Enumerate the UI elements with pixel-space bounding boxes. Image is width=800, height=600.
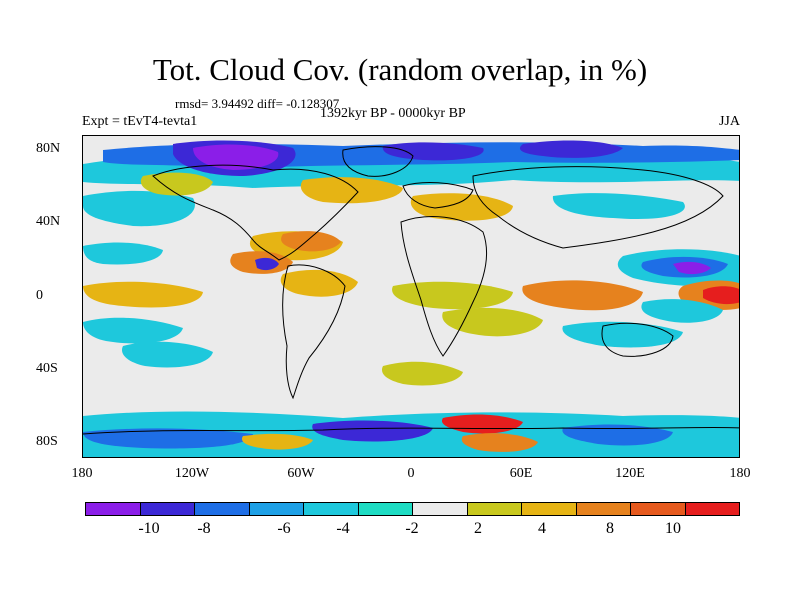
field-blob [83, 428, 253, 449]
stats-label: rmsd= 3.94492 diff= -0.128307 [175, 96, 340, 111]
lon-tick: 180 [71, 466, 93, 481]
lon-tick: 60W [287, 466, 315, 481]
colorbar-label: 4 [538, 520, 546, 537]
lon-tick: 0 [407, 466, 415, 481]
field-blob [461, 433, 538, 452]
colorbar-label: 2 [474, 520, 482, 537]
colorbar-swatch [304, 503, 359, 515]
colorbar-swatch [249, 503, 304, 515]
colorbar-swatch [86, 503, 141, 515]
lon-tick: 120W [174, 466, 210, 481]
colorbar-label: -10 [138, 520, 160, 537]
lat-tick: 80S [36, 434, 58, 449]
experiment-label: Expt = tEvT4-tevta1 [82, 114, 198, 129]
field-blob [255, 257, 279, 271]
field-blob [641, 299, 723, 323]
field-blob [410, 193, 513, 221]
lon-tick: 60E [509, 466, 533, 481]
colorbar [85, 502, 740, 516]
lon-tick: 180 [729, 466, 751, 481]
field-blob [522, 280, 643, 311]
lat-tick: 0 [36, 288, 43, 303]
colorbar-swatch [467, 503, 522, 515]
field-blob [83, 190, 195, 227]
colorbar-label: -6 [277, 520, 291, 537]
cloud-cover-field [83, 140, 739, 457]
lat-tick: 40S [36, 361, 58, 376]
field-blob [381, 361, 463, 386]
field-blob [673, 261, 711, 275]
field-blob [300, 177, 403, 204]
chart-title: Tot. Cloud Cov. (random overlap, in %) [152, 52, 648, 87]
field-blob [562, 321, 683, 348]
field-blob [562, 424, 673, 446]
field-blob [442, 307, 543, 337]
season-label: JJA [718, 114, 740, 129]
coastline-australia [601, 322, 674, 357]
period-label: 1392kyr BP - 0000kyr BP [320, 106, 466, 121]
colorbar-label: 10 [665, 520, 681, 537]
field-blob [241, 433, 313, 450]
field-blob [382, 142, 484, 161]
colorbar-swatch [140, 503, 195, 515]
colorbar-swatch [195, 503, 250, 515]
colorbar-label: 8 [606, 520, 614, 537]
lat-tick: 80N [36, 141, 61, 156]
field-blob [312, 420, 433, 442]
field-blob [519, 140, 623, 158]
colorbar-swatch [631, 503, 686, 515]
coastline-europe [402, 182, 474, 209]
field-blob [121, 341, 213, 368]
field-blob [193, 144, 279, 170]
coastline-asia [472, 166, 724, 249]
colorbar-swatch [576, 503, 631, 515]
colorbar-label: -4 [336, 520, 350, 537]
colorbar-swatch [358, 503, 413, 515]
lat-tick: 40N [36, 214, 61, 229]
coastline-south-america [282, 264, 346, 400]
coastline-north-america [152, 164, 359, 261]
field-blob [552, 193, 685, 220]
field-blob [140, 172, 213, 196]
colorbar-swatch [522, 503, 577, 515]
colorbar-swatch [413, 503, 468, 515]
field-blob [281, 231, 341, 252]
field-blob [703, 286, 739, 305]
field-blob [83, 317, 183, 344]
colorbar-label: -2 [405, 520, 419, 537]
field-blob [392, 281, 513, 310]
coastline-africa [400, 216, 488, 357]
field-blob [280, 269, 358, 297]
field-blob [83, 242, 163, 265]
lon-tick: 120E [615, 466, 645, 481]
map-panel [82, 135, 740, 458]
colorbar-label: -8 [197, 520, 211, 537]
coastline-greenland [342, 146, 414, 177]
field-blob [83, 281, 203, 308]
coastline-antarctica [83, 426, 739, 435]
colorbar-swatch [685, 503, 739, 515]
